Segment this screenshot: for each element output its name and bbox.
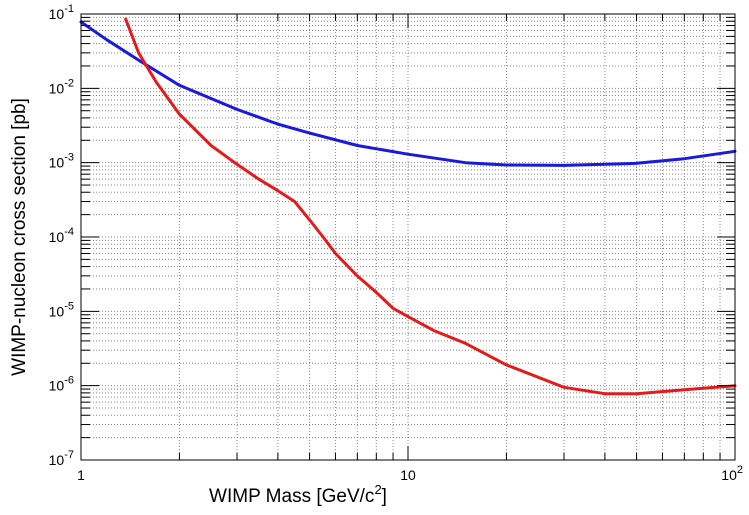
- y-tick-label: 10-3: [49, 152, 74, 171]
- x-tick-label: 1: [77, 467, 85, 483]
- grid: [81, 14, 735, 460]
- x-axis-title: WIMP Mass [GeV/c2]: [209, 482, 387, 507]
- y-axis-title: WIMP-nucleon cross section [pb]: [9, 98, 30, 376]
- x-tick-label: 102: [721, 464, 743, 483]
- y-tick-label: 10-5: [49, 300, 74, 319]
- series-line-2: [124, 17, 737, 396]
- tick-labels: 1 10 102 10-7 10-6 10-5 10-4 10-3 10-2 10-1: [49, 3, 743, 483]
- series-layer: [79, 17, 737, 396]
- y-tick-label: 10-7: [49, 449, 74, 468]
- y-tick-label: 10-6: [49, 375, 74, 394]
- y-tick-label: 10-2: [49, 77, 74, 96]
- y-tick-label: 10-1: [49, 3, 74, 22]
- series-line-1: [79, 20, 737, 167]
- x-tick-label: 10: [400, 467, 416, 483]
- y-tick-label: 10-4: [49, 226, 74, 245]
- axis-ticks: [80, 14, 735, 461]
